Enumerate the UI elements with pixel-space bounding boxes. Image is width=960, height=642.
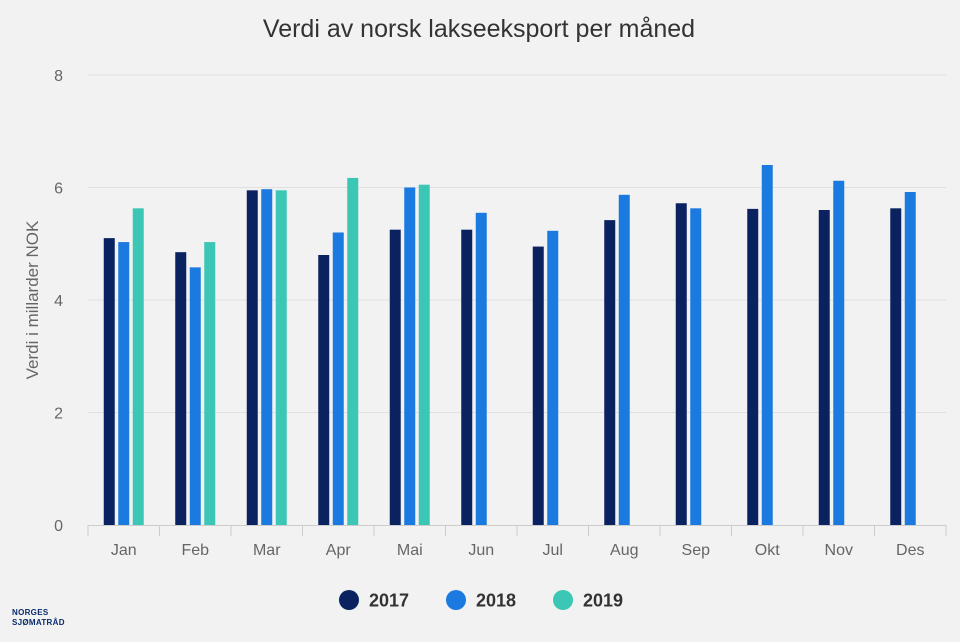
x-tick-label: Sep	[682, 542, 711, 559]
legend-marker	[446, 590, 466, 610]
chart-title: Verdi av norsk lakseeksport per måned	[263, 15, 695, 43]
legend-marker	[553, 590, 573, 610]
bar-2018-sep	[690, 208, 702, 525]
bar-2017-jul	[532, 246, 544, 525]
legend-label: 2017	[369, 591, 409, 611]
x-tick-label: Jan	[111, 542, 137, 559]
legend-marker	[339, 590, 359, 610]
bar-2017-des	[890, 208, 902, 525]
legend-item-2017[interactable]: 2017	[339, 590, 409, 611]
logo-line-2: SJØMATRÅD	[12, 618, 65, 627]
bar-2018-jun	[475, 212, 487, 525]
y-tick-label: 6	[54, 181, 63, 198]
legend-label: 2019	[583, 591, 623, 611]
gridlines	[87, 74, 947, 536]
bars	[103, 165, 916, 525]
norges-sjomatrad-logo: NORGES SJØMATRÅD	[12, 608, 65, 628]
bar-2017-mar	[246, 190, 258, 525]
y-tick-label: 8	[54, 68, 63, 85]
bar-2019-mai	[418, 184, 430, 525]
x-tick-label: Mai	[397, 542, 423, 559]
bar-2018-aug	[618, 194, 630, 525]
legend-item-2019[interactable]: 2019	[553, 590, 623, 611]
x-tick-label: Jun	[468, 542, 494, 559]
bar-2018-des	[904, 192, 916, 525]
bar-2017-jan	[103, 238, 115, 525]
x-tick-label: Des	[896, 542, 924, 559]
x-tick-labels: Jan Feb Mar Apr Mai Jun Jul Aug Sep Okt Nov Des	[111, 542, 925, 559]
x-tick-label: Feb	[181, 542, 209, 559]
bar-2017-feb	[175, 252, 187, 525]
bar-2017-aug	[604, 220, 616, 525]
bar-2017-mai	[389, 229, 401, 525]
bar-2017-nov	[818, 210, 830, 525]
x-tick-label: Apr	[326, 542, 352, 559]
logo-line-1: NORGES	[12, 608, 49, 617]
x-tick-label: Nov	[825, 542, 853, 559]
bar-2017-okt	[747, 208, 759, 525]
bar-2018-mai	[404, 187, 416, 525]
bar-2019-apr	[347, 177, 359, 525]
legend-item-2018[interactable]: 2018	[446, 590, 516, 611]
bar-2018-feb	[189, 267, 201, 525]
bar-2018-okt	[761, 165, 773, 525]
y-tick-label: 2	[54, 406, 63, 423]
bar-2018-nov	[833, 180, 845, 525]
bar-2019-jan	[132, 208, 144, 525]
bar-2017-apr	[318, 255, 330, 525]
bar-2019-mar	[275, 190, 287, 525]
bar-2017-jun	[461, 229, 473, 525]
legend: 2017 2018 2019	[339, 590, 623, 611]
y-tick-label: 4	[54, 293, 63, 310]
bar-2017-sep	[675, 203, 687, 525]
bar-2018-jul	[547, 230, 559, 525]
y-axis-label: Verdi i millarder NOK	[23, 220, 42, 379]
x-tick-label: Jul	[543, 542, 563, 559]
x-tick-label: Mar	[253, 542, 281, 559]
y-tick-label: 0	[54, 518, 63, 535]
x-tick-label: Okt	[755, 542, 780, 559]
legend-label: 2018	[476, 591, 516, 611]
bar-2018-jan	[118, 242, 130, 525]
bar-2018-apr	[332, 232, 344, 525]
bar-2019-feb	[204, 242, 216, 525]
x-tick-label: Aug	[610, 542, 638, 559]
y-tick-labels: 0 2 4 6 8	[54, 68, 63, 535]
bar-2018-mar	[261, 189, 273, 525]
